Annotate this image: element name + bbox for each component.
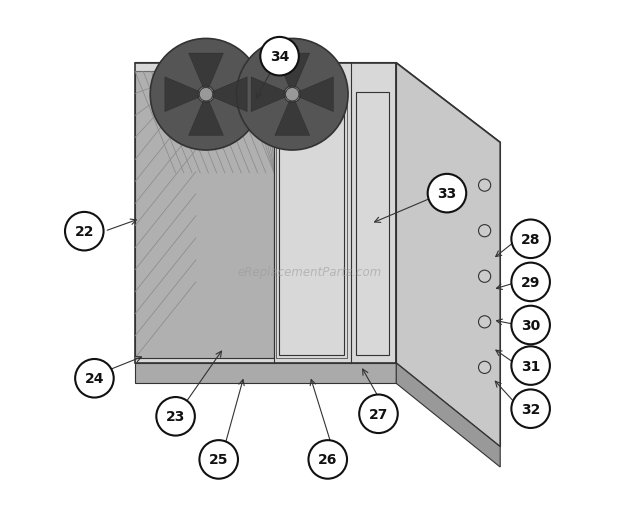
- Polygon shape: [135, 363, 396, 384]
- Polygon shape: [135, 64, 500, 143]
- Circle shape: [512, 390, 550, 428]
- Polygon shape: [188, 54, 223, 95]
- Circle shape: [200, 440, 238, 479]
- Circle shape: [150, 39, 262, 151]
- Polygon shape: [135, 72, 275, 358]
- Circle shape: [75, 359, 113, 398]
- Circle shape: [479, 180, 490, 192]
- Text: 28: 28: [521, 232, 541, 246]
- Polygon shape: [275, 95, 309, 136]
- Circle shape: [359, 394, 398, 433]
- Text: 26: 26: [318, 453, 337, 467]
- Circle shape: [236, 39, 348, 151]
- Polygon shape: [135, 64, 396, 363]
- Polygon shape: [396, 363, 500, 467]
- Circle shape: [284, 87, 301, 103]
- Text: 31: 31: [521, 359, 540, 373]
- Text: 24: 24: [85, 372, 104, 385]
- Polygon shape: [251, 78, 292, 112]
- Circle shape: [512, 220, 550, 259]
- Circle shape: [512, 347, 550, 385]
- Circle shape: [479, 225, 490, 237]
- Circle shape: [198, 87, 215, 103]
- Text: 22: 22: [74, 225, 94, 239]
- Circle shape: [286, 89, 299, 102]
- Circle shape: [479, 316, 490, 328]
- Circle shape: [199, 89, 213, 102]
- Circle shape: [512, 306, 550, 345]
- FancyBboxPatch shape: [356, 93, 389, 356]
- Text: 34: 34: [270, 50, 290, 64]
- Polygon shape: [396, 64, 500, 447]
- FancyBboxPatch shape: [278, 93, 345, 356]
- Text: 23: 23: [166, 410, 185, 423]
- Circle shape: [479, 271, 490, 283]
- Polygon shape: [188, 95, 223, 136]
- Circle shape: [309, 440, 347, 479]
- Circle shape: [65, 212, 104, 251]
- Text: eReplacementParts.com: eReplacementParts.com: [238, 266, 382, 279]
- Text: 30: 30: [521, 319, 540, 332]
- Polygon shape: [275, 54, 309, 95]
- Circle shape: [512, 263, 550, 301]
- Circle shape: [428, 175, 466, 213]
- Polygon shape: [292, 78, 334, 112]
- Polygon shape: [165, 78, 206, 112]
- Text: 27: 27: [369, 407, 388, 421]
- Circle shape: [260, 38, 299, 76]
- Text: 32: 32: [521, 402, 540, 416]
- Circle shape: [479, 361, 490, 374]
- Text: 33: 33: [437, 187, 456, 201]
- Text: 25: 25: [209, 453, 228, 467]
- Text: 29: 29: [521, 275, 540, 289]
- Circle shape: [156, 397, 195, 436]
- Polygon shape: [206, 78, 247, 112]
